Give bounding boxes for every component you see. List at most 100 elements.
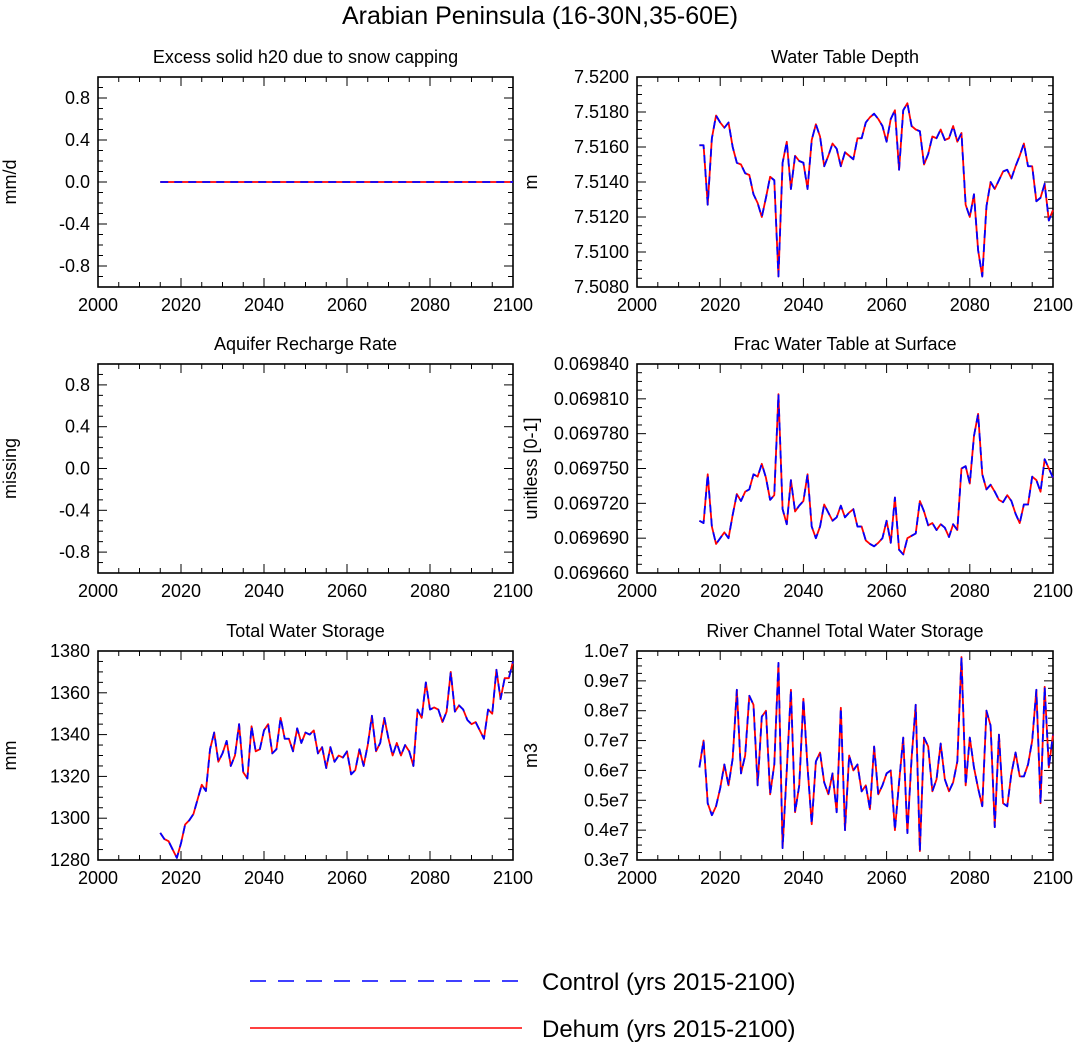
y-tick-label: 1280	[50, 850, 90, 870]
panels: Excess solid h20 due to snow capping 2000…	[0, 47, 1073, 888]
y-tick-label: 0.8e7	[584, 701, 629, 721]
plot-frame	[97, 650, 514, 861]
x-tick-label: 2060	[867, 581, 907, 601]
plot-frame	[636, 363, 1054, 574]
x-tick-label: 2040	[783, 295, 823, 315]
chart-panel-2: Water Table Depth 2000 2020 2040 2060 2080 210…	[521, 47, 1073, 315]
y-tick-label: 0.069840	[554, 354, 629, 374]
y-tick-label: 0.7e7	[584, 731, 629, 751]
series-line-control	[698, 656, 1054, 852]
y-tick-label: 0.8	[65, 375, 90, 395]
panel-title: Water Table Depth	[771, 47, 919, 67]
y-tick-label: 1380	[50, 641, 90, 661]
panel-title: Aquifer Recharge Rate	[214, 334, 397, 354]
figure-title: Arabian Peninsula (16-30N,35-60E)	[342, 2, 738, 30]
x-tick-label: 2020	[700, 868, 740, 888]
y-tick-label: 0.069750	[554, 459, 629, 479]
chart-panel-5: Total Water Storage 2000 2020 2040 2060 2080 2…	[0, 621, 533, 888]
y-tick-label: 0.069810	[554, 389, 629, 409]
x-tick-label: 2060	[867, 295, 907, 315]
chart-panel-4: Frac Water Table at Surface 2000 2020 2040 2…	[521, 334, 1073, 601]
x-tick-label: 2060	[327, 581, 367, 601]
panel-title: Total Water Storage	[226, 621, 384, 641]
y-tick-label: 7.5180	[574, 102, 629, 122]
chart-panel-3: Aquifer Recharge Rate 2000 2020 2040 2060 208…	[0, 334, 533, 601]
x-tick-label: 2100	[493, 295, 533, 315]
x-tick-label: 2000	[78, 868, 118, 888]
chart-panel-6: River Channel Total Water Storage 2000 202…	[521, 621, 1073, 888]
x-tick-label: 2040	[244, 295, 284, 315]
y-tick-label: 0.069660	[554, 563, 629, 583]
x-tick-label: 2060	[327, 868, 367, 888]
x-tick-label: 2000	[617, 868, 657, 888]
x-tick-label: 2100	[1033, 581, 1073, 601]
series-line-dehum	[699, 102, 1054, 278]
x-tick-label: 2100	[493, 868, 533, 888]
panel-title: Excess solid h20 due to snow capping	[153, 47, 458, 67]
x-tick-label: 2000	[617, 295, 657, 315]
y-axis-label: unitless [0-1]	[521, 417, 541, 519]
y-tick-label: 7.5200	[574, 67, 629, 87]
plot-frame	[97, 363, 514, 574]
series-line-control	[159, 661, 514, 859]
legend-label-dehum: Dehum (yrs 2015-2100)	[542, 1016, 795, 1043]
y-tick-label: 7.5160	[574, 137, 629, 157]
series-line-dehum	[698, 393, 1054, 556]
y-tick-label: 0.069720	[554, 493, 629, 513]
x-tick-label: 2080	[950, 581, 990, 601]
x-tick-label: 2000	[78, 295, 118, 315]
series-line-control	[699, 102, 1054, 278]
y-tick-label: 0.4e7	[584, 820, 629, 840]
x-tick-label: 2080	[410, 868, 450, 888]
y-axis-label: missing	[0, 438, 20, 499]
y-tick-label: 0.0	[65, 459, 90, 479]
y-tick-label: 0.069690	[554, 528, 629, 548]
chart-panel-1: Excess solid h20 due to snow capping 2000…	[0, 47, 533, 315]
y-tick-label: 0.5e7	[584, 790, 629, 810]
x-tick-label: 2020	[161, 581, 201, 601]
y-tick-label: 1340	[50, 725, 90, 745]
panel-title: Frac Water Table at Surface	[733, 334, 956, 354]
y-tick-label: 0.8	[65, 88, 90, 108]
y-tick-label: 0.6e7	[584, 760, 629, 780]
y-tick-label: 0.4	[65, 130, 90, 150]
y-tick-label: 1.0e7	[584, 641, 629, 661]
y-tick-label: 1360	[50, 683, 90, 703]
x-tick-label: 2000	[617, 581, 657, 601]
series-line-control	[698, 393, 1054, 556]
x-tick-label: 2080	[410, 295, 450, 315]
y-axis-label: m3	[521, 743, 541, 768]
x-tick-label: 2000	[78, 581, 118, 601]
y-tick-label: -0.4	[59, 214, 90, 234]
y-tick-label: 0.069780	[554, 424, 629, 444]
y-axis-label: m	[521, 175, 541, 190]
y-tick-label: 7.5100	[574, 242, 629, 262]
y-tick-label: -0.8	[59, 542, 90, 562]
x-tick-label: 2020	[161, 295, 201, 315]
x-tick-label: 2040	[783, 868, 823, 888]
x-tick-label: 2020	[161, 868, 201, 888]
y-tick-label: 7.5140	[574, 172, 629, 192]
y-tick-label: 1300	[50, 808, 90, 828]
x-tick-label: 2100	[493, 581, 533, 601]
x-tick-label: 2080	[950, 295, 990, 315]
x-tick-label: 2040	[783, 581, 823, 601]
x-tick-label: 2080	[950, 868, 990, 888]
y-tick-label: 0.9e7	[584, 671, 629, 691]
panel-title: River Channel Total Water Storage	[706, 621, 983, 641]
y-tick-label: 0.3e7	[584, 850, 629, 870]
y-tick-label: -0.8	[59, 256, 90, 276]
y-axis-label: mm/d	[0, 160, 20, 205]
x-tick-label: 2040	[244, 581, 284, 601]
x-tick-label: 2100	[1033, 868, 1073, 888]
legend: Control (yrs 2015-2100) Dehum (yrs 2015-…	[250, 969, 795, 1043]
y-tick-label: 7.5120	[574, 207, 629, 227]
x-tick-label: 2100	[1033, 295, 1073, 315]
y-tick-label: 7.5080	[574, 277, 629, 297]
x-tick-label: 2020	[700, 581, 740, 601]
y-tick-label: 0.0	[65, 172, 90, 192]
y-tick-label: 0.4	[65, 417, 90, 437]
y-axis-label: mm	[0, 741, 20, 771]
x-tick-label: 2060	[327, 295, 367, 315]
